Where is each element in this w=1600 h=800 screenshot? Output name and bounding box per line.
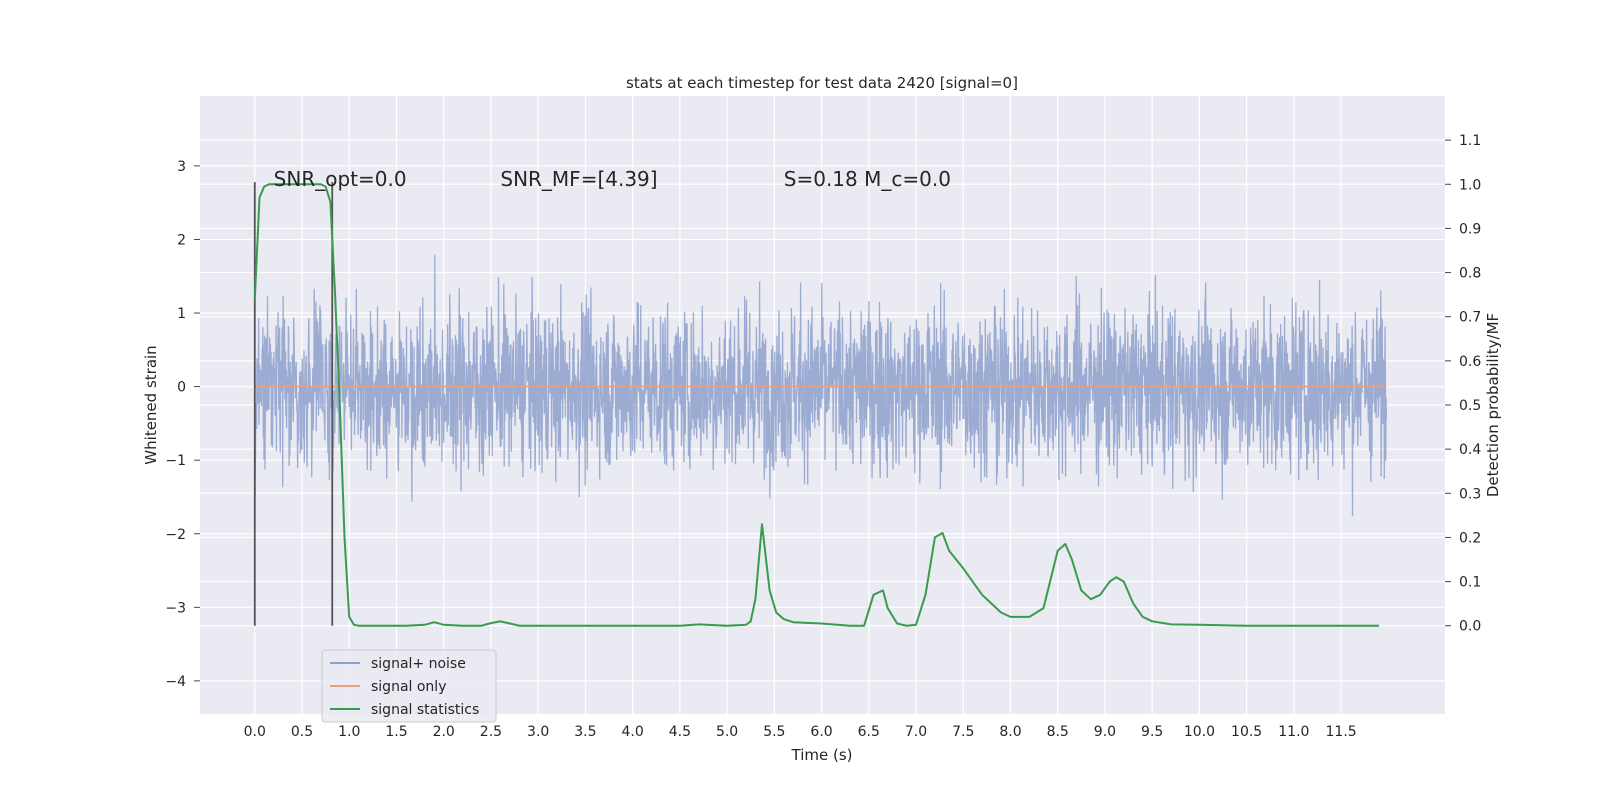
- x-tick-label: 4.0: [621, 724, 643, 740]
- axis-layer: 0.0 0.5 1.0 1.5 2.0 2.5 3.0 3.5 4.0 4.5 5.0 5.5 6.0 6…: [165, 133, 1481, 740]
- signal-noise-line: [254, 254, 1388, 517]
- x-tick-label: 7.0: [905, 724, 927, 740]
- x-tick-label: 0.0: [244, 724, 266, 740]
- x-tick-label: 11.5: [1326, 724, 1357, 740]
- x-tick-label: 9.0: [1094, 724, 1116, 740]
- annotation-text: S=0.18 M_c=0.0: [784, 167, 951, 191]
- y2-tick-label: 0.7: [1459, 310, 1481, 326]
- y2-tick-label: 0.8: [1459, 266, 1481, 282]
- x-tick-label: 2.5: [480, 724, 502, 740]
- x-tick-label: 10.0: [1184, 724, 1215, 740]
- y-tick-label: 2: [177, 232, 186, 248]
- x-tick-label: 7.5: [952, 724, 974, 740]
- x-tick-label: 4.5: [669, 724, 691, 740]
- annotation-layer: SNR_opt=0.0 SNR_MF=[4.39] S=0.18 M_c=0.0: [274, 167, 951, 191]
- x-tick-label: 11.0: [1278, 724, 1309, 740]
- y-tick-label: 0: [177, 380, 186, 396]
- x-tick-label: 10.5: [1231, 724, 1262, 740]
- annotation-text: SNR_MF=[4.39]: [500, 167, 657, 191]
- y-tick-label: −1: [165, 453, 186, 469]
- y2-tick-label: 0.2: [1459, 530, 1481, 546]
- x-tick-label: 1.0: [338, 724, 360, 740]
- y2-tick-label: 0.6: [1459, 354, 1481, 370]
- y2-tick-label: 1.0: [1459, 177, 1481, 193]
- x-tick-label: 3.5: [574, 724, 596, 740]
- y2-axis-label: Detection probability/MF: [1484, 313, 1502, 497]
- y2-tick-label: 0.3: [1459, 486, 1481, 502]
- x-tick-label: 8.5: [1047, 724, 1069, 740]
- x-tick-label: 6.0: [810, 724, 832, 740]
- y-tick-label: 1: [177, 306, 186, 322]
- x-tick-label: 8.0: [999, 724, 1021, 740]
- signal-statistics-line: [253, 183, 1379, 627]
- y-tick-label: −2: [165, 527, 186, 543]
- x-tick-label: 2.0: [433, 724, 455, 740]
- x-tick-label: 9.5: [1141, 724, 1163, 740]
- x-tick-label: 6.5: [858, 724, 880, 740]
- legend-label-noise: signal+ noise: [371, 656, 466, 672]
- x-tick-label: 1.5: [385, 724, 407, 740]
- y-tick-label: −4: [165, 674, 186, 690]
- y-tick-label: −3: [165, 600, 186, 616]
- y2-tick-label: 1.1: [1459, 133, 1481, 149]
- y2-tick-label: 0.4: [1459, 442, 1481, 458]
- y2-tick-label: 0.1: [1459, 575, 1481, 591]
- y2-tick-label: 0.9: [1459, 221, 1481, 237]
- y2-tick-label: 0.0: [1459, 619, 1481, 635]
- x-tick-label: 5.0: [716, 724, 738, 740]
- chart-title: stats at each timestep for test data 242…: [626, 74, 1018, 92]
- x-tick-label: 5.5: [763, 724, 785, 740]
- x-tick-label: 3.0: [527, 724, 549, 740]
- legend-label-stats: signal statistics: [371, 702, 479, 718]
- y-tick-label: 3: [177, 159, 186, 175]
- legend: signal+ noise signal only signal statist…: [321, 649, 497, 723]
- x-tick-label: 0.5: [291, 724, 313, 740]
- y2-tick-label: 0.5: [1459, 398, 1481, 414]
- legend-label-signal: signal only: [371, 679, 446, 695]
- annotation-text: SNR_opt=0.0: [274, 167, 407, 191]
- y-axis-label: Whitened strain: [142, 345, 160, 464]
- legend-box: [321, 649, 497, 723]
- x-axis-label: Time (s): [791, 746, 853, 764]
- series-layer: [253, 182, 1388, 627]
